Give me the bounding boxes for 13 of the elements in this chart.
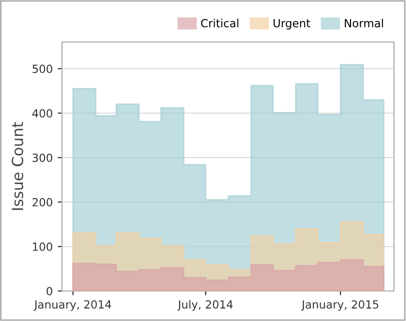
y-tick-label: 300: [32, 154, 52, 162]
y-tick-label: 400: [32, 109, 52, 118]
y-tick-label: 100: [32, 242, 52, 251]
x-tick-label: July, 2014: [177, 300, 233, 311]
legend-label: Normal: [344, 18, 383, 28]
legend-label: Critical: [201, 18, 238, 28]
legend-label: Urgent: [274, 19, 310, 30]
x-tick-label: January, 2014: [34, 300, 112, 311]
x-tick-label: January, 2015: [301, 300, 378, 311]
y-tick-label: 200: [32, 198, 52, 206]
y-tick-label: 500: [32, 64, 52, 74]
y-axis-title: Issue Count: [12, 122, 24, 210]
y-tick-label: 0: [46, 286, 52, 296]
